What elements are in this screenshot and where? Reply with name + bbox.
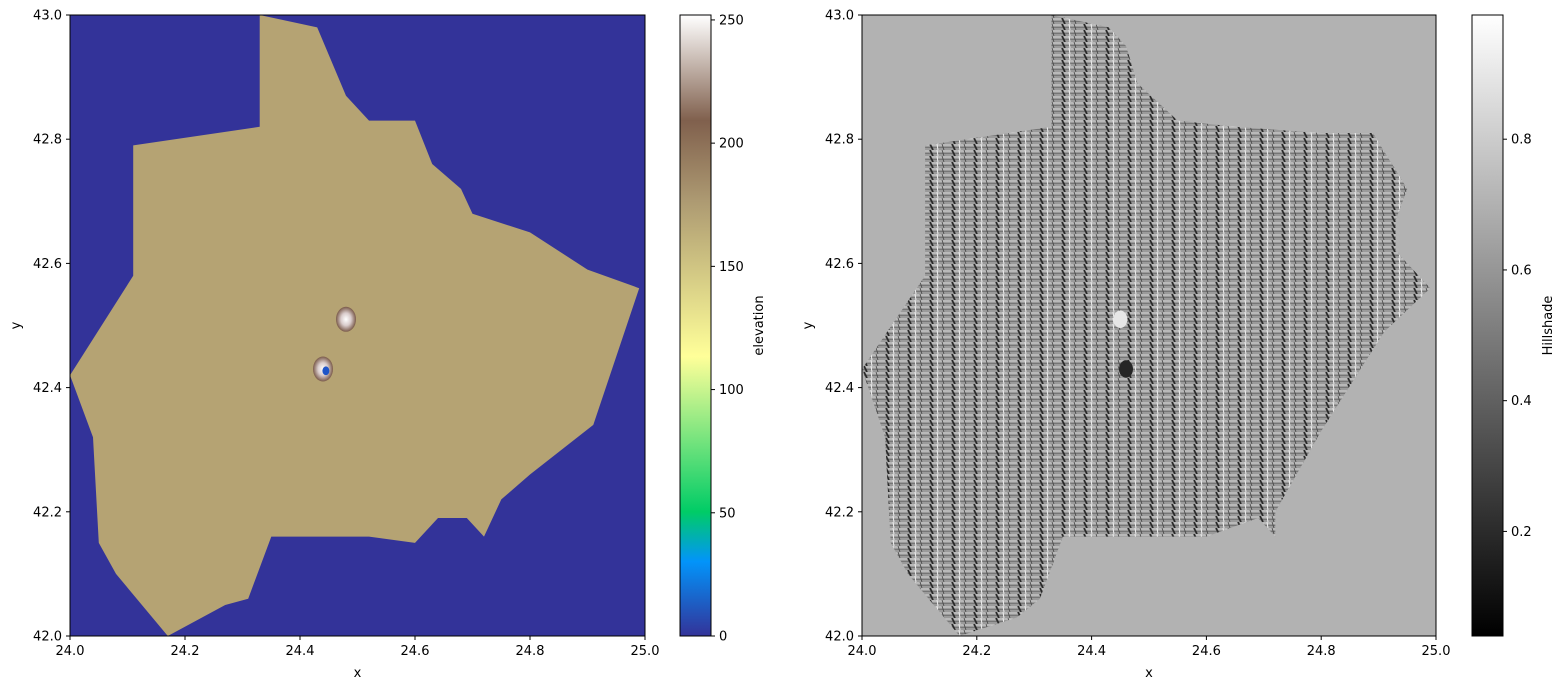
hillshade-xlabel: x	[1145, 666, 1153, 681]
elevation-colorbar-tick-label: 100	[719, 383, 744, 398]
hillshade-xtick-label: 24.8	[1307, 644, 1336, 659]
elevation-feature-low-point	[322, 366, 330, 376]
elevation-ytick-label: 42.0	[33, 630, 62, 645]
hillshade-xtick-label: 24.2	[962, 644, 991, 659]
hillshade-colorbar-tick-label: 0.6	[1511, 263, 1532, 278]
hillshade-colorbar-tick-label: 0.4	[1511, 394, 1532, 409]
hillshade-colorbar-tick-label: 0.2	[1511, 525, 1532, 540]
hillshade-axes-frame	[861, 14, 1437, 637]
elevation-panel: 24.0 24.2 24.4 24.6 24.8 25.0 42.0 42.2 42.4 42.6…	[9, 9, 767, 682]
elevation-axes-frame	[69, 14, 646, 637]
elevation-colorbar	[679, 14, 712, 637]
elevation-colorbar-tick-label: 200	[719, 137, 744, 152]
hillshade-ytick-label: 42.0	[825, 630, 854, 645]
hillshade-ytick-label: 42.2	[825, 505, 854, 520]
hillshade-colorbar-tick-label: 0.8	[1511, 133, 1532, 148]
elevation-colorbar-tick-label: 250	[719, 13, 744, 28]
elevation-ytick-label: 42.4	[33, 381, 62, 396]
elevation-colorbar-tick-label: 150	[719, 260, 744, 275]
elevation-colorbar-tick-label: 0	[719, 630, 727, 645]
elevation-ytick-label: 42.8	[33, 133, 62, 148]
elevation-xtick-label: 25.0	[631, 644, 660, 659]
hillshade-colorbar	[1471, 14, 1504, 637]
elevation-xtick-label: 24.8	[516, 644, 545, 659]
hillshade-xtick-label: 24.6	[1192, 644, 1221, 659]
hillshade-ytick-label: 42.4	[825, 381, 854, 396]
elevation-feature-peak	[336, 306, 356, 332]
elevation-xtick-label: 24.0	[56, 644, 85, 659]
elevation-xtick-label: 24.6	[401, 644, 430, 659]
hillshade-ytick-label: 43.0	[825, 9, 854, 24]
elevation-ytick-label: 42.2	[33, 505, 62, 520]
elevation-xtick-label: 24.4	[286, 644, 315, 659]
hillshade-ytick-label: 42.6	[825, 257, 854, 272]
hillshade-ytick-label: 42.8	[825, 133, 854, 148]
elevation-xtick-label: 24.2	[171, 644, 200, 659]
elevation-colorbar-tick-label: 50	[719, 506, 736, 521]
elevation-colorbar-label: elevation	[752, 295, 767, 355]
hillshade-panel: 24.0 24.2 24.4 24.6 24.8 25.0 42.0 42.2 42.4 42.6…	[801, 9, 1556, 682]
hillshade-xtick-label: 24.0	[848, 644, 877, 659]
hillshade-feature-shade	[1119, 360, 1133, 378]
elevation-ytick-label: 43.0	[33, 9, 62, 24]
hillshade-feature-shade	[1113, 310, 1128, 329]
hillshade-xtick-label: 24.4	[1077, 644, 1106, 659]
elevation-ylabel: y	[9, 321, 24, 329]
elevation-ytick-label: 42.6	[33, 257, 62, 272]
hillshade-raster	[862, 15, 1431, 636]
hillshade-colorbar-label: Hillshade	[1541, 296, 1556, 356]
hillshade-ylabel: y	[801, 321, 816, 329]
elevation-xlabel: x	[354, 666, 362, 681]
hillshade-xtick-label: 25.0	[1422, 644, 1451, 659]
